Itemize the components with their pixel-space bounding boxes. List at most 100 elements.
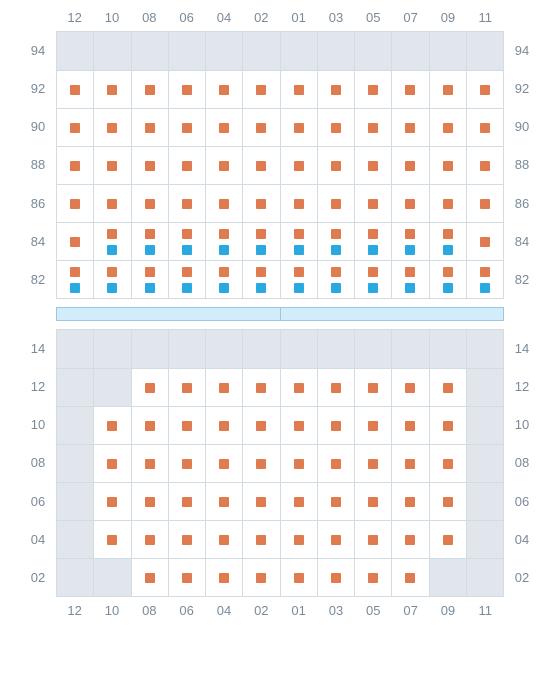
seat-cell[interactable]	[466, 71, 503, 108]
seat-marker[interactable]	[331, 283, 341, 293]
seat-cell[interactable]	[280, 407, 317, 444]
seat-cell[interactable]	[242, 369, 279, 406]
seat-cell[interactable]	[131, 521, 168, 558]
seat-marker[interactable]	[182, 497, 192, 507]
seat-cell[interactable]	[317, 147, 354, 184]
seat-cell[interactable]	[57, 71, 93, 108]
seat-cell[interactable]	[280, 559, 317, 596]
seat-cell[interactable]	[57, 147, 93, 184]
seat-marker[interactable]	[219, 161, 229, 171]
seat-cell[interactable]	[317, 407, 354, 444]
seat-cell[interactable]	[429, 223, 466, 260]
seat-marker[interactable]	[331, 85, 341, 95]
seat-cell[interactable]	[242, 483, 279, 520]
seat-cell[interactable]	[168, 445, 205, 482]
seat-marker[interactable]	[70, 85, 80, 95]
seat-cell[interactable]	[205, 261, 242, 298]
seat-marker[interactable]	[294, 85, 304, 95]
seat-marker[interactable]	[219, 123, 229, 133]
seat-marker[interactable]	[294, 535, 304, 545]
seat-marker[interactable]	[107, 199, 117, 209]
seat-marker[interactable]	[443, 497, 453, 507]
seat-cell[interactable]	[354, 559, 391, 596]
seat-cell[interactable]	[391, 109, 428, 146]
seat-cell[interactable]	[391, 71, 428, 108]
seat-cell[interactable]	[391, 521, 428, 558]
seat-cell[interactable]	[429, 147, 466, 184]
seat-marker[interactable]	[107, 267, 117, 277]
seat-cell[interactable]	[242, 407, 279, 444]
seat-cell[interactable]	[131, 483, 168, 520]
seat-marker[interactable]	[331, 123, 341, 133]
seat-marker[interactable]	[443, 535, 453, 545]
seat-cell[interactable]	[242, 521, 279, 558]
seat-marker[interactable]	[405, 85, 415, 95]
seat-marker[interactable]	[256, 459, 266, 469]
seat-marker[interactable]	[256, 573, 266, 583]
seat-cell[interactable]	[429, 261, 466, 298]
seat-cell[interactable]	[205, 109, 242, 146]
seat-cell[interactable]	[205, 223, 242, 260]
seat-cell[interactable]	[205, 559, 242, 596]
seat-marker[interactable]	[70, 267, 80, 277]
seat-marker[interactable]	[145, 267, 155, 277]
seat-cell[interactable]	[429, 71, 466, 108]
seat-marker[interactable]	[145, 229, 155, 239]
seat-marker[interactable]	[219, 421, 229, 431]
seat-marker[interactable]	[294, 267, 304, 277]
seat-marker[interactable]	[219, 573, 229, 583]
seat-marker[interactable]	[182, 535, 192, 545]
seat-cell[interactable]	[317, 71, 354, 108]
seat-marker[interactable]	[219, 229, 229, 239]
seat-marker[interactable]	[145, 535, 155, 545]
seat-marker[interactable]	[480, 267, 490, 277]
seat-marker[interactable]	[405, 199, 415, 209]
seat-marker[interactable]	[294, 421, 304, 431]
seat-cell[interactable]	[317, 223, 354, 260]
seat-cell[interactable]	[168, 109, 205, 146]
seat-marker[interactable]	[145, 283, 155, 293]
seat-cell[interactable]	[354, 445, 391, 482]
seat-cell[interactable]	[242, 223, 279, 260]
seat-cell[interactable]	[205, 369, 242, 406]
seat-marker[interactable]	[443, 123, 453, 133]
seat-cell[interactable]	[93, 185, 130, 222]
seat-cell[interactable]	[354, 261, 391, 298]
seat-marker[interactable]	[145, 199, 155, 209]
seat-marker[interactable]	[405, 267, 415, 277]
seat-marker[interactable]	[256, 229, 266, 239]
seat-cell[interactable]	[242, 559, 279, 596]
seat-cell[interactable]	[354, 483, 391, 520]
seat-cell[interactable]	[391, 559, 428, 596]
seat-marker[interactable]	[480, 283, 490, 293]
seat-cell[interactable]	[168, 407, 205, 444]
seat-cell[interactable]	[317, 559, 354, 596]
seat-marker[interactable]	[256, 383, 266, 393]
seat-marker[interactable]	[368, 161, 378, 171]
seat-marker[interactable]	[405, 245, 415, 255]
seat-cell[interactable]	[429, 521, 466, 558]
seat-marker[interactable]	[182, 123, 192, 133]
seat-marker[interactable]	[405, 383, 415, 393]
seat-cell[interactable]	[317, 521, 354, 558]
seat-cell[interactable]	[242, 445, 279, 482]
seat-marker[interactable]	[405, 535, 415, 545]
seat-cell[interactable]	[205, 71, 242, 108]
seat-marker[interactable]	[368, 229, 378, 239]
seat-marker[interactable]	[405, 161, 415, 171]
seat-cell[interactable]	[168, 521, 205, 558]
seat-marker[interactable]	[256, 245, 266, 255]
seat-cell[interactable]	[429, 407, 466, 444]
seat-cell[interactable]	[205, 185, 242, 222]
seat-marker[interactable]	[331, 161, 341, 171]
seat-cell[interactable]	[168, 71, 205, 108]
seat-cell[interactable]	[280, 483, 317, 520]
seat-marker[interactable]	[145, 123, 155, 133]
seat-cell[interactable]	[93, 445, 130, 482]
seat-cell[interactable]	[131, 369, 168, 406]
seat-cell[interactable]	[168, 185, 205, 222]
seat-cell[interactable]	[429, 369, 466, 406]
seat-cell[interactable]	[466, 223, 503, 260]
seat-cell[interactable]	[57, 185, 93, 222]
seat-marker[interactable]	[182, 245, 192, 255]
